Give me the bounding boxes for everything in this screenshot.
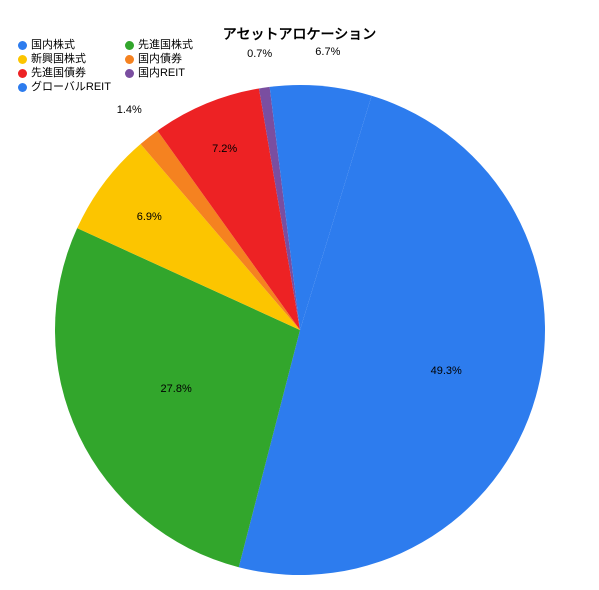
legend-label: 国内株式 [31, 38, 75, 52]
slice-label: 0.7% [247, 48, 272, 60]
slice-label: 49.3% [431, 365, 462, 377]
legend-label: 先進国株式 [138, 38, 193, 52]
legend-item: 新興国株式 [18, 52, 111, 66]
slice-label: 7.2% [212, 143, 237, 155]
slice-label: 27.8% [161, 383, 192, 395]
legend-item: 国内債券 [125, 52, 193, 66]
legend-item: 国内株式 [18, 38, 111, 52]
legend-item: 先進国株式 [125, 38, 193, 52]
legend-label: 国内債券 [138, 52, 182, 66]
legend-label: 新興国株式 [31, 52, 86, 66]
slice-label: 6.7% [315, 46, 340, 58]
legend-swatch-icon [18, 83, 27, 92]
legend-swatch-icon [18, 55, 27, 64]
legend-swatch-icon [125, 41, 134, 50]
legend-swatch-icon [18, 41, 27, 50]
pie-chart [45, 75, 555, 585]
slice-label: 1.4% [117, 104, 142, 116]
legend-swatch-icon [18, 69, 27, 78]
slice-label: 6.9% [137, 211, 162, 223]
legend-swatch-icon [125, 55, 134, 64]
